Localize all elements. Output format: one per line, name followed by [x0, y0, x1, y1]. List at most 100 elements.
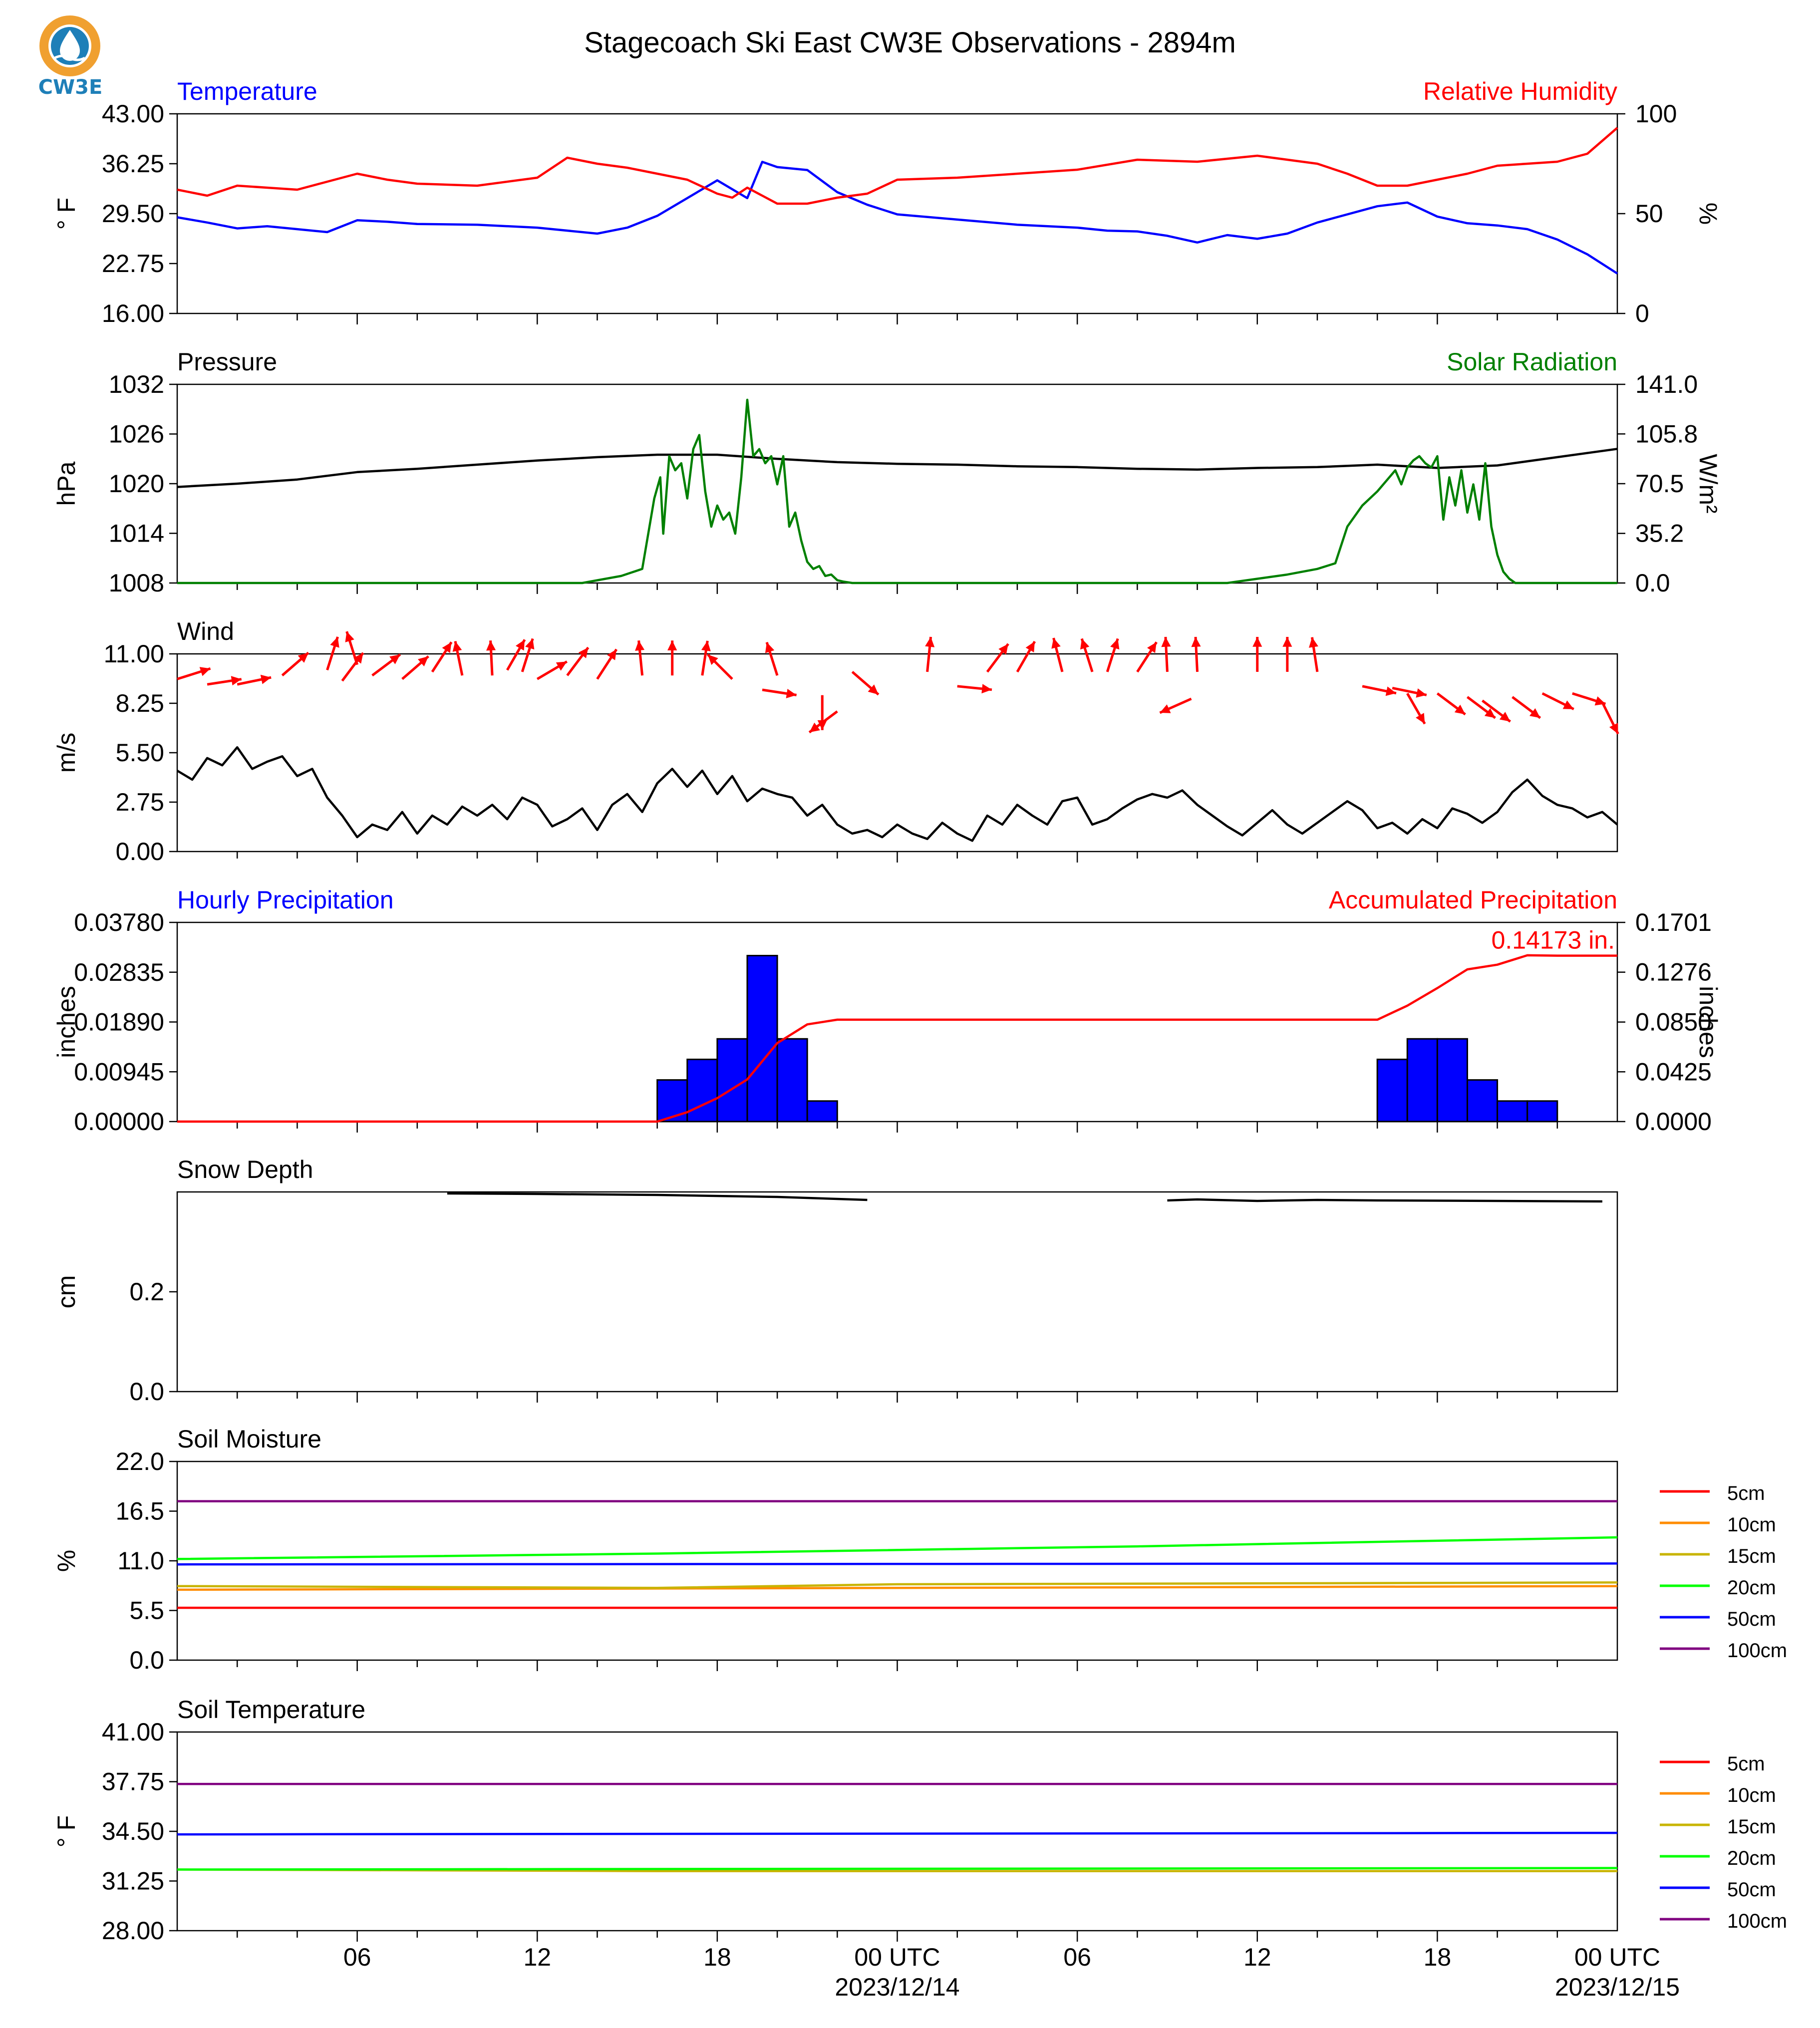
- y-axis-label: ° F: [52, 1815, 80, 1847]
- wind-arrow-head: [925, 637, 935, 647]
- y-tick-label: 1032: [109, 370, 164, 398]
- wind-arrow-head: [701, 640, 711, 651]
- series-line-10cm: [177, 1585, 1618, 1591]
- series-line-segment: [1167, 1198, 1602, 1203]
- y-axis-label: %: [52, 1550, 80, 1572]
- y-tick-label-right: 70.5: [1635, 470, 1684, 498]
- panel-title: Soil Moisture: [177, 1425, 321, 1453]
- y-tick-label: 22.75: [102, 250, 164, 278]
- panel-soil-temperature: Soil Temperature 28.00 31.25 34.50 37.75 41.0…: [52, 1696, 1787, 1945]
- panel-title: Wind: [177, 617, 234, 645]
- panel-hourly-precipitation: Hourly Precipitation Accumulated Precipit…: [52, 886, 1722, 1136]
- cw3e-logo: [30, 15, 110, 105]
- y-axis-label-right: inches: [1694, 986, 1722, 1058]
- precip-bar: [1526, 1100, 1558, 1123]
- y-tick-label: 22.0: [116, 1448, 164, 1475]
- precip-bar: [716, 1038, 748, 1123]
- panel-title-right: Solar Radiation: [1447, 348, 1617, 376]
- wind-arrow-head: [516, 639, 525, 651]
- y-tick-label: 5.50: [116, 739, 164, 767]
- y-tick-label: 0.00000: [74, 1108, 164, 1136]
- wind-arrow-head: [330, 636, 339, 648]
- wind-arrow-head: [1025, 641, 1035, 652]
- series-line-50cm: [177, 1831, 1618, 1836]
- series-line-data: [177, 398, 1617, 584]
- wind-arrow-head: [1385, 686, 1396, 696]
- wind-arrow-head: [1110, 638, 1120, 650]
- panel-title-right: Accumulated Precipitation: [1329, 886, 1617, 914]
- wind-arrow-head: [868, 684, 879, 695]
- wind-arrow-head: [442, 642, 452, 653]
- wind-arrow-head: [1309, 637, 1318, 648]
- precip-bar: [806, 1100, 838, 1123]
- wind-arrow-head: [817, 720, 827, 730]
- wind-arrow-head: [1147, 642, 1157, 653]
- series-line-data: [177, 161, 1618, 275]
- y-tick-label: 1014: [109, 520, 164, 548]
- wind-arrow-head: [635, 640, 645, 651]
- panel-title: Pressure: [177, 348, 277, 376]
- y-tick-label: 31.25: [102, 1867, 164, 1895]
- y-tick-label-right: 35.2: [1635, 520, 1684, 548]
- y-tick-label: 0.00: [116, 838, 164, 866]
- wind-arrow-head: [1252, 637, 1262, 647]
- wind-arrow-head: [578, 647, 589, 658]
- series-line-data: [177, 127, 1618, 205]
- precip-bar: [1466, 1079, 1499, 1123]
- wind-arrow-head: [1161, 637, 1171, 647]
- wind-arrow-head: [418, 656, 429, 667]
- series-line-data: [176, 746, 1618, 842]
- legend-label: 100cm: [1727, 1910, 1787, 1932]
- y-tick-label-right: 0.1701: [1635, 908, 1712, 936]
- series-line-data: [177, 448, 1618, 488]
- x-tick-label: 06: [1063, 1943, 1091, 1971]
- wind-arrow-head: [1499, 712, 1511, 722]
- y-tick-label: 28.00: [102, 1917, 164, 1945]
- panel-wind: Wind 0.00 2.75 5.50 8.25 11.00 m/s: [52, 617, 1619, 866]
- panel-pressure: Pressure Solar Radiation 1008 1014 1020 1026 1…: [52, 348, 1722, 597]
- y-tick-label: 29.50: [102, 200, 164, 228]
- legend-label: 20cm: [1727, 1847, 1776, 1869]
- y-tick-label: 1026: [109, 420, 164, 448]
- y-axis-label: hPa: [52, 461, 80, 506]
- y-tick-label-right: 0.0000: [1635, 1108, 1712, 1136]
- y-tick-label: 36.25: [102, 150, 164, 178]
- wind-arrow-head: [765, 642, 775, 653]
- logo-text: CW3E: [38, 76, 103, 99]
- y-tick-label: 16.5: [116, 1497, 164, 1525]
- panel-title: Snow Depth: [177, 1156, 313, 1183]
- x-tick-label: 12: [1243, 1943, 1271, 1971]
- plot-frame: [176, 1460, 1618, 1661]
- y-tick-label: 43.00: [102, 100, 164, 128]
- wind-arrow-head: [298, 652, 308, 663]
- y-tick-label: 37.75: [102, 1768, 164, 1796]
- legend-label: 50cm: [1727, 1879, 1776, 1901]
- x-tick-label: 00 UTC: [1574, 1943, 1660, 1971]
- wind-arrow-head: [607, 649, 616, 660]
- panel-title: Soil Temperature: [177, 1696, 365, 1724]
- legend-label: 15cm: [1727, 1545, 1776, 1567]
- panel-soil-moisture: Soil Moisture 0.0 5.5 11.0 16.5 22.0% 5cm 10cm 1…: [52, 1425, 1787, 1674]
- y-axis-label: cm: [52, 1275, 80, 1309]
- series-line-15cm: [177, 1581, 1618, 1589]
- y-axis-label-right: W/m²: [1694, 454, 1722, 513]
- y-tick-label-right: 0.1276: [1635, 958, 1712, 986]
- wind-arrow-head: [1609, 723, 1618, 734]
- precip-bar: [776, 1038, 808, 1123]
- panel-snow-depth: Snow Depth 0.0 0.2 cm: [52, 1156, 1618, 1406]
- y-tick-label: 41.00: [102, 1718, 164, 1746]
- wind-arrow-head: [1484, 708, 1496, 718]
- x-date-label: 2023/12/14: [835, 1973, 959, 2001]
- y-tick-label-right: 0.0850: [1635, 1008, 1712, 1036]
- y-tick-label: 0.01890: [74, 1008, 164, 1036]
- series-line-20cm: [177, 1536, 1618, 1560]
- x-tick-label: 18: [703, 1943, 731, 1971]
- wind-arrow-head: [353, 653, 363, 664]
- y-tick-label: 2.75: [116, 788, 164, 816]
- y-tick-label: 0.0: [129, 1646, 164, 1674]
- y-tick-label: 0.2: [129, 1278, 164, 1306]
- legend-label: 5cm: [1727, 1753, 1765, 1775]
- wind-arrow-head: [452, 641, 462, 652]
- wind-arrow-head: [981, 684, 992, 694]
- x-tick-label: 00 UTC: [854, 1943, 940, 1971]
